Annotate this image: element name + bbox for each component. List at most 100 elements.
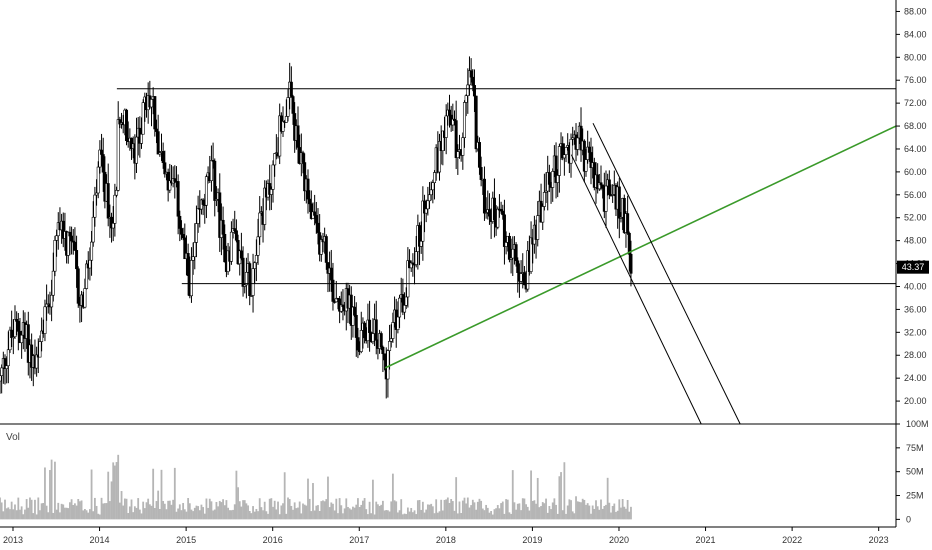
volume-bar (237, 487, 239, 520)
volume-bar (613, 503, 616, 520)
trendline[interactable] (384, 125, 897, 369)
volume-bar (625, 508, 627, 520)
candle-body (496, 208, 500, 228)
price-axis[interactable]: 88.00 84.00 80.00 76.00 72.00 68.00 64.00 60.00… (896, 6, 927, 406)
volume-bar (333, 510, 336, 520)
candle-body (161, 151, 165, 163)
candle-body (93, 194, 97, 218)
candle-body (428, 194, 432, 202)
volume-bar (348, 508, 351, 520)
volume-bar (162, 500, 165, 520)
trendline[interactable] (570, 154, 702, 425)
volume-bar (425, 509, 428, 520)
volume-bar (615, 511, 617, 520)
candle-body (254, 255, 258, 264)
candle-body (191, 256, 195, 261)
candles (0, 56, 633, 399)
time-axis[interactable]: 2013 2014 2015 2016 2017 2018 2019 2020 2021 2022… (3, 527, 889, 545)
volume-bar (49, 470, 51, 520)
price-tick-label: 36.00 (904, 304, 927, 314)
candle-body (55, 235, 59, 241)
volume-bar (125, 498, 128, 520)
volume-bar (110, 481, 113, 520)
volume-bar (150, 505, 153, 520)
volume-bar (287, 497, 289, 520)
price-tick-label: 56.00 (904, 190, 927, 200)
volume-bar (7, 507, 10, 520)
candle-body (374, 319, 378, 341)
volume-bar (345, 498, 348, 520)
volume-bar (143, 508, 146, 520)
candle-body (477, 142, 481, 168)
candle-body (576, 137, 580, 150)
volume-bar (576, 501, 579, 520)
candle-body (587, 146, 591, 153)
volume-bar (4, 499, 6, 520)
volume-bar (396, 512, 399, 520)
candle-body (604, 185, 608, 212)
candle-body (464, 95, 468, 103)
volume-bar (476, 501, 479, 520)
price-tick-label: 60.00 (904, 167, 927, 177)
candle-body (426, 200, 430, 210)
volume-bar (488, 512, 491, 520)
volume-bar (273, 500, 276, 520)
volume-bar (313, 510, 316, 520)
volume-bar (24, 509, 26, 520)
candle-body (403, 305, 407, 313)
volume-bar (498, 508, 501, 520)
candle-body (536, 215, 540, 240)
trendline[interactable] (592, 122, 741, 425)
candle-body (331, 279, 335, 302)
candle-body (116, 119, 120, 191)
volume-axis[interactable]: 100M 75M 50M 25M 0 (896, 419, 929, 524)
volume-bar (473, 502, 476, 520)
volume-bar (203, 513, 206, 520)
volume-bar (113, 465, 116, 520)
volume-bar (193, 507, 196, 520)
volume-bar (212, 510, 214, 520)
volume-bar (283, 472, 286, 520)
volume-bar (248, 510, 251, 520)
volume-bar (215, 501, 218, 520)
volume-bar (458, 501, 461, 520)
candle-body (519, 273, 523, 282)
volume-bar (406, 507, 409, 520)
volume-bar (461, 500, 464, 520)
candle-body (141, 102, 145, 135)
volume-bar (413, 510, 416, 520)
volume-bar (137, 498, 140, 520)
candle-body (70, 235, 74, 242)
volume-bar (185, 511, 188, 520)
volume-bar (130, 499, 133, 520)
volume-bar (308, 498, 311, 520)
price-tick-label: 20.00 (904, 396, 927, 406)
volume-bar (165, 509, 168, 520)
volume-bar (55, 509, 58, 520)
volume-bar (593, 508, 596, 520)
volume-bar (270, 498, 273, 520)
volume-bar (292, 509, 294, 520)
volume-bar (408, 511, 411, 520)
candle-body (15, 319, 19, 322)
volume-bar (2, 511, 5, 520)
volume-bar (595, 500, 597, 520)
candle-body (629, 253, 633, 274)
candle-body (424, 208, 428, 214)
volume-bar (628, 511, 631, 520)
price-tick-label: 24.00 (904, 373, 927, 383)
volume-bar (17, 497, 20, 520)
volume-bar (152, 468, 155, 520)
candle-body (551, 171, 555, 188)
candle-body (96, 166, 100, 194)
candle-body (514, 244, 518, 262)
volume-bar (596, 506, 599, 520)
volume-bar (515, 509, 517, 520)
candle-body (281, 121, 285, 132)
candle-body (474, 95, 478, 150)
volume-bar (575, 496, 577, 520)
volume-bar (415, 514, 418, 520)
volume-bar (88, 509, 91, 520)
